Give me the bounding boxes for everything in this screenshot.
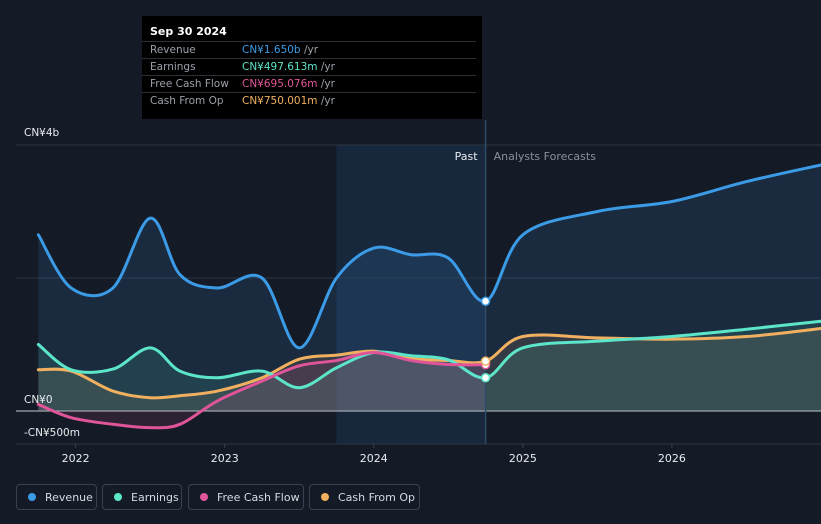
earnings-dot-icon (114, 493, 122, 501)
x-tick-label: 2023 (211, 452, 239, 465)
free-cash-flow-area (38, 352, 486, 428)
chart: Past Analysts Forecasts CN¥4b CN¥0 -CN¥500m 2… (16, 120, 821, 465)
past-label: Past (455, 150, 479, 163)
y-tick-label: CN¥0 (24, 394, 53, 406)
cash-from-op-dot-icon (321, 493, 329, 501)
revenue-area (38, 164, 821, 411)
cash-from-op-area (38, 328, 821, 411)
x-tick-label: 2026 (658, 452, 686, 465)
legend-earnings[interactable]: Earnings (102, 484, 182, 510)
revenue-dot-icon (28, 493, 36, 501)
tooltip-row-cash-from-op: Cash From Op CN¥750.001m /yr (142, 92, 476, 110)
earnings-area (38, 321, 821, 411)
legend-label: Earnings (131, 490, 179, 504)
tooltip-value: CN¥750.001m /yr (242, 95, 335, 107)
tooltip: Sep 30 2024 Revenue CN¥1.650b /yr Earnin… (142, 16, 482, 119)
forecast-label: Analysts Forecasts (494, 150, 597, 163)
legend-revenue[interactable]: Revenue (16, 484, 97, 510)
legend-label: Free Cash Flow (217, 490, 300, 504)
x-tick-label: 2022 (62, 452, 90, 465)
x-tick-label: 2025 (509, 452, 537, 465)
free-cash-flow-dot-icon (200, 493, 208, 501)
y-tick-label: -CN¥500m (24, 427, 80, 439)
revenue-marker (480, 296, 491, 307)
tooltip-date: Sep 30 2024 (150, 25, 227, 38)
legend-label: Revenue (45, 490, 93, 504)
earnings-marker (480, 373, 491, 383)
tooltip-value: CN¥695.076m /yr (242, 78, 335, 90)
legend-cash-from-op[interactable]: Cash From Op (309, 484, 420, 510)
legend-free-cash-flow[interactable]: Free Cash Flow (188, 484, 304, 510)
tooltip-value: CN¥1.650b /yr (242, 44, 319, 56)
tooltip-label: Revenue (150, 44, 196, 56)
tooltip-label: Free Cash Flow (150, 78, 229, 90)
tooltip-row-revenue: Revenue CN¥1.650b /yr (142, 41, 476, 59)
tooltip-label: Cash From Op (150, 95, 224, 107)
tooltip-row-earnings: Earnings CN¥497.613m /yr (142, 58, 476, 76)
tooltip-value: CN¥497.613m /yr (242, 61, 335, 73)
y-tick-label: CN¥4b (24, 127, 60, 139)
revenue-line (36, 163, 821, 350)
tooltip-row-free-cash-flow: Free Cash Flow CN¥695.076m /yr (142, 75, 476, 93)
free-cash-flow-line (36, 350, 488, 430)
x-tick-label: 2024 (360, 452, 388, 465)
tooltip-label: Earnings (150, 61, 196, 73)
past-highlight-band (336, 145, 486, 444)
cash-from-op-marker (480, 356, 491, 366)
legend-label: Cash From Op (338, 490, 416, 504)
